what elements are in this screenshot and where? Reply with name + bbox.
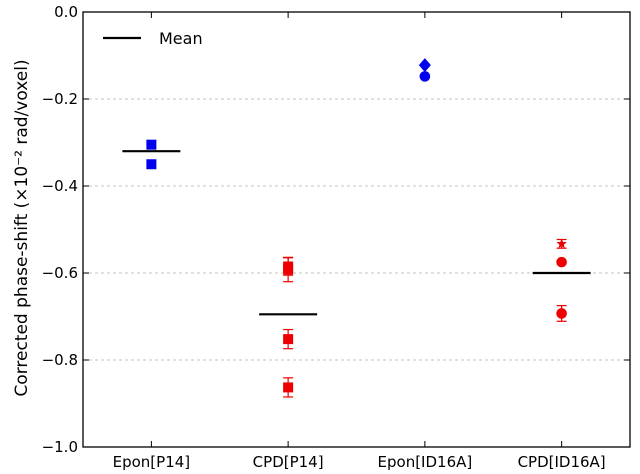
data-point-diamond — [418, 58, 431, 73]
mean-layer — [122, 150, 591, 316]
legend: Mean — [96, 20, 236, 56]
data-point-square — [146, 159, 157, 170]
data-point-circle — [556, 308, 567, 319]
y-tick-label: −0.8 — [42, 351, 78, 369]
data-point-square — [146, 139, 157, 150]
y-tick-label: −0.4 — [42, 177, 78, 195]
x-tick-label: CPD[ID16A] — [518, 453, 606, 471]
data-point-circle — [419, 71, 431, 82]
y-tick-label: −0.6 — [42, 264, 78, 282]
data-point-star — [556, 238, 567, 249]
plot-frame — [82, 11, 631, 448]
grid-layer — [83, 98, 630, 361]
axis-layer: −1.0 −0.8 −0.6 −0.4 −0.2 0.0 Epon[P14] CPD[P14]… — [42, 3, 631, 471]
legend-mean-label: Mean — [159, 29, 203, 48]
data-point-square — [283, 382, 294, 393]
data-point-square — [283, 264, 294, 275]
points-layer — [146, 58, 567, 398]
x-tick-label: Epon[ID16A] — [378, 453, 473, 471]
data-point-square — [283, 334, 294, 345]
y-axis-label: Corrected phase-shift (×10⁻² rad/voxel) — [12, 59, 32, 396]
x-tick-label: CPD[P14] — [253, 453, 324, 471]
y-tick-label: −0.2 — [42, 90, 78, 108]
y-tick-label: 0.0 — [54, 3, 78, 21]
y-tick-label: −1.0 — [42, 438, 78, 456]
x-tick-label: Epon[P14] — [113, 453, 191, 471]
data-point-circle — [556, 256, 567, 268]
